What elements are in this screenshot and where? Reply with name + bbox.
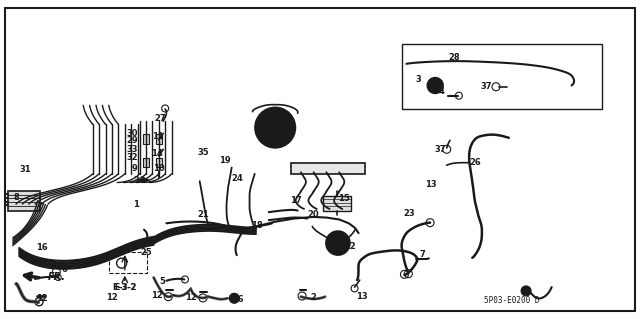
Text: 29: 29 bbox=[127, 137, 138, 145]
Text: 5: 5 bbox=[159, 277, 165, 286]
Text: 12: 12 bbox=[185, 293, 196, 302]
Text: 33: 33 bbox=[127, 145, 138, 154]
Circle shape bbox=[428, 78, 444, 93]
Text: E-3-2: E-3-2 bbox=[114, 283, 136, 292]
Text: FR.: FR. bbox=[48, 272, 66, 282]
Text: 22: 22 bbox=[345, 242, 356, 251]
Text: 37: 37 bbox=[435, 145, 446, 154]
Text: 12: 12 bbox=[36, 294, 47, 303]
Text: 32: 32 bbox=[127, 153, 138, 162]
Text: 19: 19 bbox=[220, 156, 231, 165]
Text: 23: 23 bbox=[404, 209, 415, 218]
Text: 12: 12 bbox=[151, 291, 163, 300]
Text: 27: 27 bbox=[154, 114, 166, 123]
Text: 1: 1 bbox=[132, 200, 139, 209]
Text: 13: 13 bbox=[356, 292, 368, 300]
Text: 16: 16 bbox=[36, 243, 47, 252]
Circle shape bbox=[229, 293, 239, 303]
Text: 24: 24 bbox=[231, 174, 243, 182]
Bar bbox=[402, 44, 602, 109]
Text: 7: 7 bbox=[420, 250, 425, 259]
Text: 35: 35 bbox=[198, 148, 209, 157]
Text: 31: 31 bbox=[20, 165, 31, 174]
Circle shape bbox=[261, 114, 289, 142]
Text: 6: 6 bbox=[61, 265, 67, 274]
Text: E-3-2: E-3-2 bbox=[113, 283, 137, 292]
Bar bbox=[143, 134, 149, 144]
Circle shape bbox=[326, 231, 350, 255]
Text: 9: 9 bbox=[132, 164, 137, 173]
Text: 21: 21 bbox=[198, 210, 209, 219]
Text: 18: 18 bbox=[251, 221, 262, 230]
Text: 2: 2 bbox=[310, 293, 317, 302]
Bar bbox=[109, 252, 147, 273]
Text: 26: 26 bbox=[469, 158, 481, 167]
Circle shape bbox=[268, 120, 283, 136]
Text: 15: 15 bbox=[339, 194, 350, 203]
Text: 3: 3 bbox=[416, 75, 421, 84]
Text: 11: 11 bbox=[152, 132, 164, 141]
Text: 12: 12 bbox=[106, 293, 118, 302]
Circle shape bbox=[521, 286, 531, 296]
Bar bbox=[156, 158, 162, 167]
Text: 36: 36 bbox=[232, 295, 244, 304]
Text: 13: 13 bbox=[425, 180, 436, 189]
Text: 28: 28 bbox=[449, 53, 460, 62]
Bar bbox=[291, 163, 365, 174]
Text: 5P03-E0200 D: 5P03-E0200 D bbox=[484, 296, 540, 305]
Text: 20: 20 bbox=[308, 210, 319, 219]
Text: 34: 34 bbox=[134, 176, 145, 185]
Text: 4: 4 bbox=[438, 87, 445, 96]
Text: 10: 10 bbox=[153, 164, 164, 173]
Text: 30: 30 bbox=[127, 129, 138, 138]
Bar bbox=[323, 196, 351, 211]
Bar bbox=[143, 158, 149, 167]
Bar bbox=[8, 191, 40, 211]
Text: 14: 14 bbox=[151, 149, 163, 158]
Text: 37: 37 bbox=[481, 82, 492, 91]
Text: 25: 25 bbox=[140, 248, 152, 256]
Circle shape bbox=[255, 108, 295, 148]
Text: 17: 17 bbox=[290, 196, 301, 205]
Bar bbox=[156, 134, 162, 144]
Text: 8: 8 bbox=[13, 193, 19, 202]
